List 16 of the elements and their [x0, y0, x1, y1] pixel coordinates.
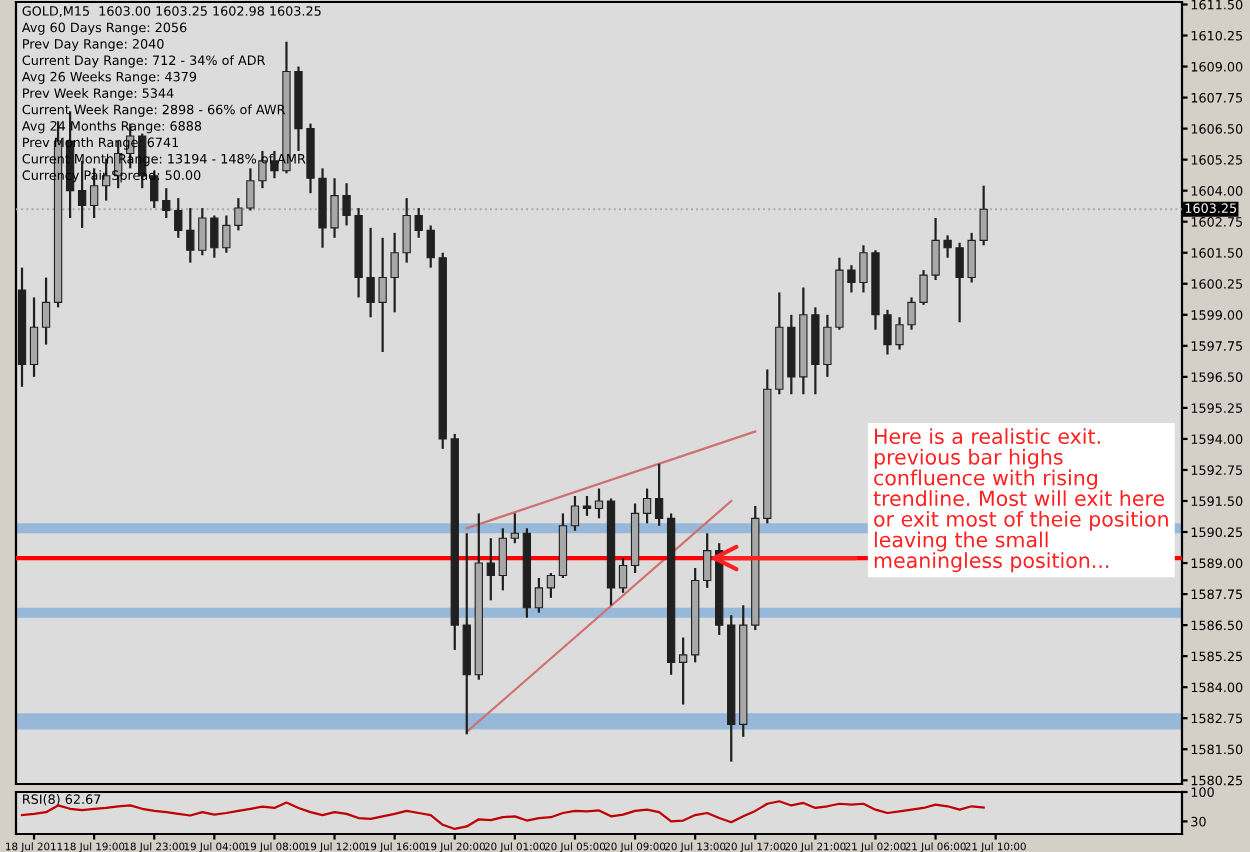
candlestick	[618, 556, 628, 594]
annotation: Here is a realistic exit. previous bar highs confluence with rising trendline. Most will exit here or exit most of theie position leaving the small meaningless position...	[873, 428, 1168, 573]
candlestick	[29, 296, 39, 378]
candlestick	[678, 636, 688, 706]
candlestick	[510, 512, 520, 545]
candlestick	[41, 276, 51, 346]
candlestick	[486, 537, 495, 602]
candlestick	[534, 576, 544, 614]
candlestick	[570, 494, 580, 532]
candlestick	[703, 532, 712, 589]
candlestick	[594, 487, 604, 520]
candlestick	[498, 527, 507, 592]
candlestick	[546, 571, 556, 599]
candlestick	[654, 462, 664, 527]
candlestick	[642, 487, 652, 525]
candlestick	[582, 494, 592, 517]
